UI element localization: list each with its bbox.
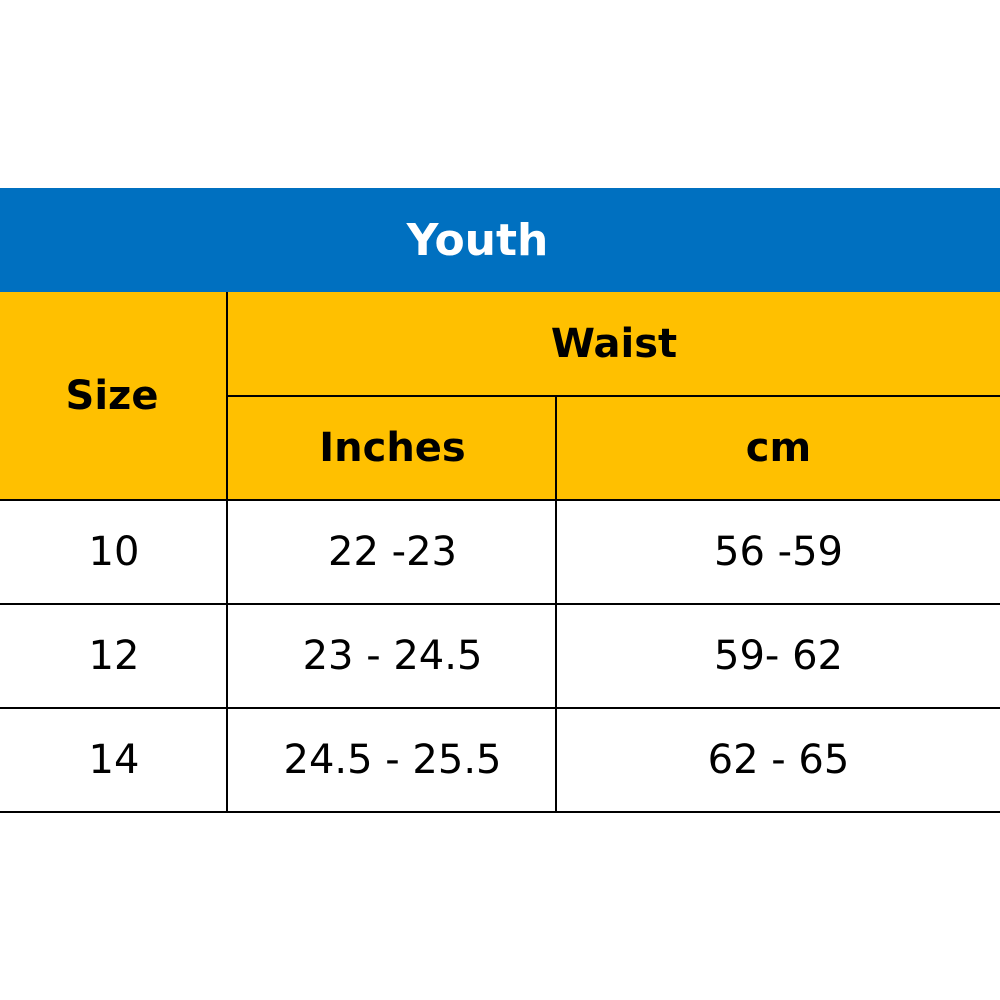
table-row-3-inches: 24.5 - 25.5 xyxy=(228,708,557,812)
header-inches: Inches xyxy=(228,396,557,500)
header-cm: cm xyxy=(557,396,1000,500)
table-row-2-size: 12 xyxy=(0,604,228,708)
table-row-1-size: 10 xyxy=(0,500,228,604)
table-row-3-size: 14 xyxy=(0,708,228,812)
table-row-1-cm: 56 -59 xyxy=(557,500,1000,604)
table-row-3-cm: 62 - 65 xyxy=(557,708,1000,812)
grid-line-vertical-size xyxy=(226,292,228,813)
table-row-2-inches: 23 - 24.5 xyxy=(228,604,557,708)
header-waist: Waist xyxy=(228,292,1000,396)
grid-line-horizontal-bottom xyxy=(0,811,1000,813)
header-size: Size xyxy=(0,292,228,500)
table-row-1-inches: 22 -23 xyxy=(228,500,557,604)
table-title: Youth xyxy=(0,188,1000,292)
grid-line-horizontal-row2 xyxy=(0,707,1000,709)
grid-line-horizontal-waist xyxy=(228,395,1000,397)
grid-line-horizontal-row1 xyxy=(0,603,1000,605)
table-row-2-cm: 59- 62 xyxy=(557,604,1000,708)
grid-line-horizontal-header xyxy=(0,499,1000,501)
